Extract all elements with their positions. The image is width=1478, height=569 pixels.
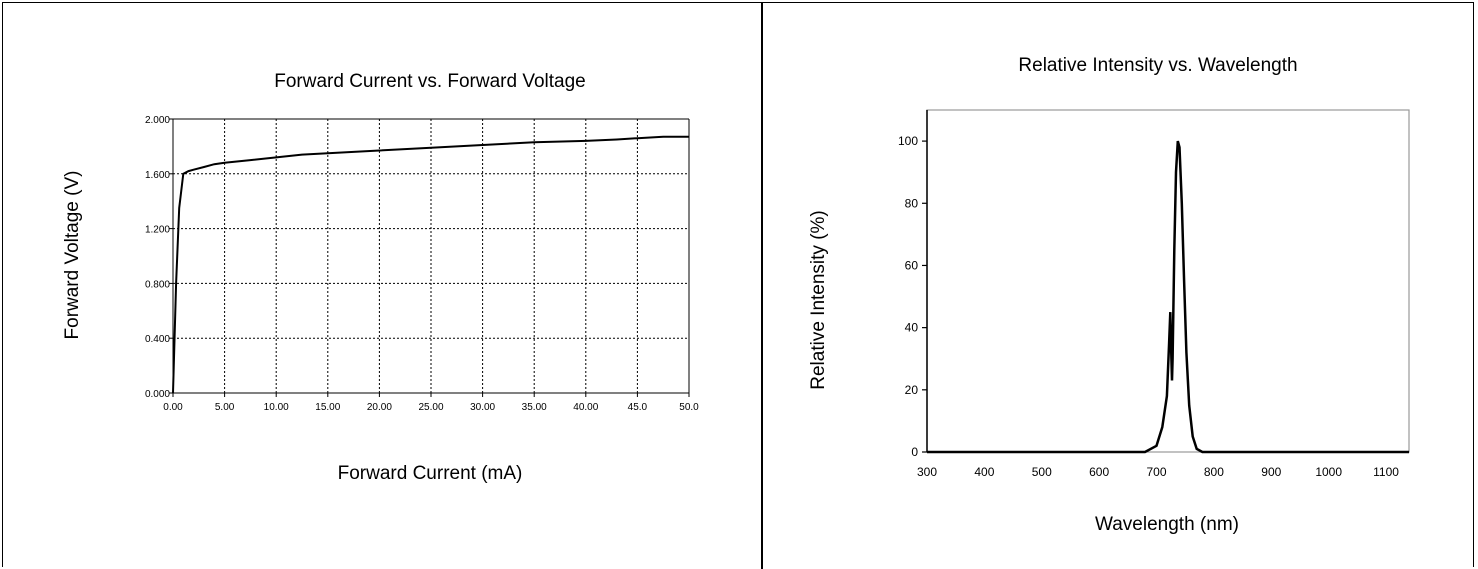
y-tick-label: 0.000 (145, 389, 170, 400)
plot-border (926, 109, 1410, 453)
x-tick-label: 500 (1032, 465, 1052, 479)
y-axis-label: Forward Voltage (V) (62, 171, 83, 340)
series-line (172, 135, 689, 394)
x-tick-label: 1100 (1373, 465, 1399, 479)
forward-voltage-chart: Forward Current vs. Forward Voltage 0.00… (62, 71, 699, 484)
x-tick-label: 900 (1261, 465, 1281, 479)
x-tick-label: 700 (1147, 465, 1167, 479)
x-tick-label: 30.00 (470, 402, 495, 413)
x-axis-label: Wavelength (nm) (1095, 514, 1239, 535)
y-tick-label: 80 (905, 196, 919, 210)
x-tick-label: 45.0 (628, 402, 648, 413)
x-axis-label: Forward Current (mA) (338, 463, 523, 484)
plot-frame (922, 109, 1410, 453)
tick-labels: 300 400 500 600 700 800 900 1000 1100 0 20 40 60 80 10… (898, 134, 1399, 479)
x-tick-label: 5.00 (215, 402, 235, 413)
y-tick-label: 0 (911, 445, 918, 459)
relative-intensity-chart: Relative Intensity vs. Wavelength 300 400… (808, 55, 1410, 535)
y-tick-label: 1.200 (145, 225, 170, 236)
y-tick-label: 2.000 (145, 115, 170, 126)
grid (169, 118, 690, 397)
y-tick-label: 0.800 (145, 279, 170, 290)
y-tick-label: 1.600 (145, 170, 170, 181)
x-tick-label: 0.00 (163, 402, 183, 413)
chart-title: Relative Intensity vs. Wavelength (1018, 55, 1297, 76)
chart-title: Forward Current vs. Forward Voltage (274, 71, 586, 92)
series-line (927, 140, 1409, 454)
x-tick-label: 300 (917, 465, 937, 479)
y-tick-label: 60 (905, 258, 919, 272)
x-tick-label: 20.00 (367, 402, 392, 413)
x-tick-label: 25.00 (418, 402, 443, 413)
x-tick-label: 10.00 (264, 402, 289, 413)
y-axis-label: Relative Intensity (%) (808, 210, 829, 390)
x-tick-label: 50.0 (679, 402, 699, 413)
x-tick-label: 400 (974, 465, 994, 479)
x-tick-label: 40.00 (573, 402, 598, 413)
tick-labels: 0.00 5.00 10.00 15.00 20.00 25.00 30.00 35.00 40… (145, 115, 699, 413)
y-tick-label: 20 (905, 383, 919, 397)
x-tick-label: 800 (1204, 465, 1224, 479)
x-tick-label: 600 (1089, 465, 1109, 479)
x-tick-label: 1000 (1315, 465, 1342, 479)
x-tick-label: 35.00 (522, 402, 547, 413)
y-tick-label: 0.400 (145, 334, 170, 345)
x-tick-label: 15.00 (315, 402, 340, 413)
panel-divider (761, 2, 763, 569)
y-tick-label: 40 (905, 321, 919, 335)
y-tick-label: 100 (898, 134, 918, 148)
